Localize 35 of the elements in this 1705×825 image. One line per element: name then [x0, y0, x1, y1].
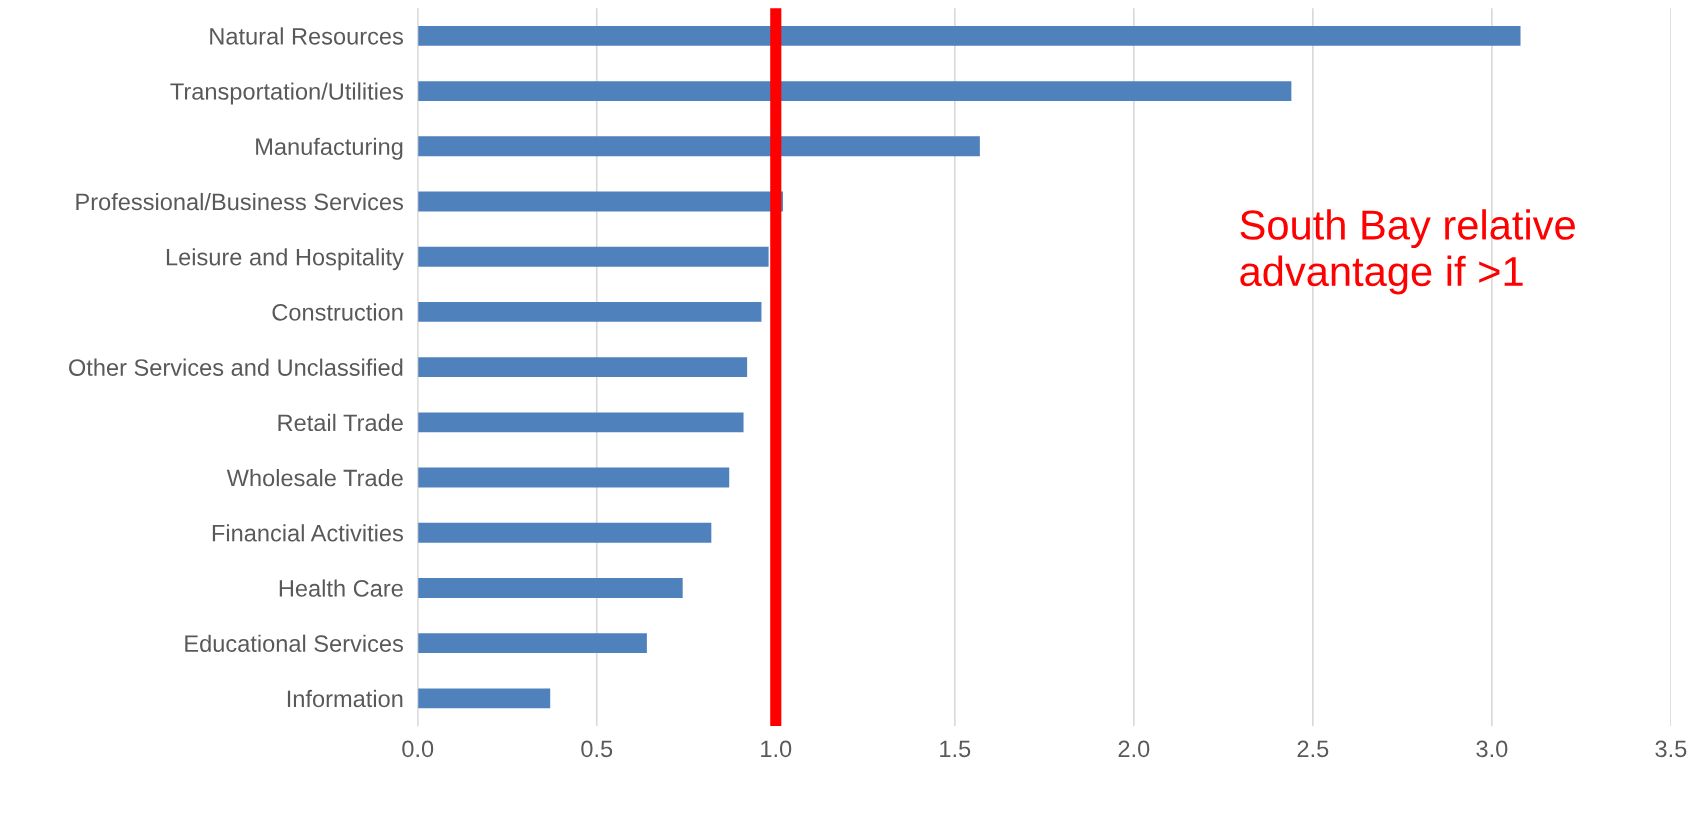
y-tick-label: Construction — [272, 303, 403, 321]
bar — [417, 357, 748, 378]
x-tick-label: 0.5 — [581, 740, 613, 758]
bar — [417, 688, 551, 709]
x-tick-label: 1.5 — [940, 740, 971, 758]
x-tick-label: 3.5 — [1655, 740, 1687, 758]
bar — [417, 522, 712, 543]
bar — [417, 578, 683, 598]
y-tick-label: Wholesale Trade — [226, 468, 403, 487]
y-tick-label: Educational Services — [185, 634, 403, 652]
y-tick-label: Natural Resources — [210, 27, 403, 45]
y-tick-label: Manufacturing — [256, 137, 403, 160]
bar — [417, 633, 647, 654]
bar — [417, 412, 744, 433]
x-tick-label: 1.0 — [761, 740, 792, 758]
bar — [417, 467, 730, 488]
x-tick-label: 2.0 — [1118, 740, 1150, 758]
bar — [417, 81, 1292, 102]
bar — [417, 136, 980, 157]
y-tick-label: Professional/Business Services — [76, 192, 403, 211]
bar — [417, 246, 769, 267]
annotation: South Bay relative advantage if >1 — [1240, 209, 1575, 295]
x-tick-label: 0.0 — [402, 740, 434, 758]
y-tick-label: Retail Trade — [278, 413, 403, 432]
y-tick-label: Transportation/Utilities — [170, 82, 403, 105]
bar — [417, 25, 1521, 46]
y-tick-label: Financial Activities — [212, 524, 403, 542]
y-tick-label: Other Services and Unclassified — [69, 358, 403, 376]
x-tick-label: 2.5 — [1297, 740, 1329, 758]
y-tick-label: Information — [287, 689, 403, 708]
bar — [417, 301, 762, 322]
bar — [417, 191, 783, 212]
x-tick-label: 3.0 — [1476, 740, 1508, 758]
y-tick-label: Health Care — [279, 579, 403, 597]
y-tick-label: Leisure and Hospitality — [166, 248, 404, 271]
